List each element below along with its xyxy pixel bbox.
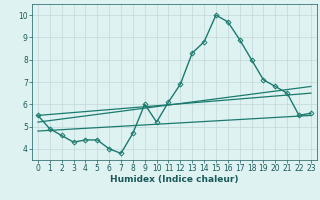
X-axis label: Humidex (Indice chaleur): Humidex (Indice chaleur) (110, 175, 239, 184)
